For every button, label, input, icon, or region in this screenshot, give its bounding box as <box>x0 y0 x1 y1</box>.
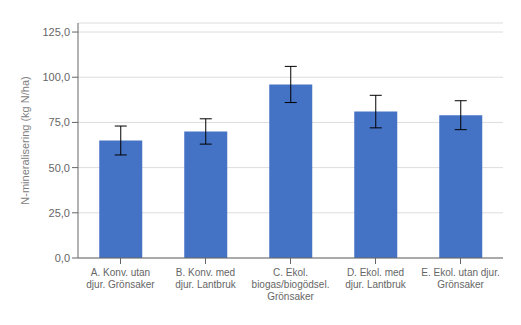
svg-text:C. Ekol.biogas/biogödsel.Gröns: C. Ekol.biogas/biogödsel.Grönsaker <box>252 267 330 302</box>
svg-text:25,0: 25,0 <box>49 207 70 219</box>
svg-text:50,0: 50,0 <box>49 162 70 174</box>
svg-text:N-mineralisering (kg N/ha): N-mineralisering (kg N/ha) <box>19 76 31 204</box>
svg-text:0,0: 0,0 <box>55 252 70 264</box>
svg-text:125,0: 125,0 <box>42 26 70 38</box>
svg-text:E. Ekol. utan djur.Grönsaker: E. Ekol. utan djur.Grönsaker <box>421 267 499 290</box>
svg-text:D. Ekol. meddjur. Lantbruk: D. Ekol. meddjur. Lantbruk <box>345 267 407 290</box>
svg-text:75,0: 75,0 <box>49 116 70 128</box>
svg-text:100,0: 100,0 <box>42 71 70 83</box>
svg-text:A. Konv. utandjur. Grönsaker: A. Konv. utandjur. Grönsaker <box>86 267 155 290</box>
svg-text:B. Konv. meddjur. Lantbruk: B. Konv. meddjur. Lantbruk <box>175 267 237 290</box>
